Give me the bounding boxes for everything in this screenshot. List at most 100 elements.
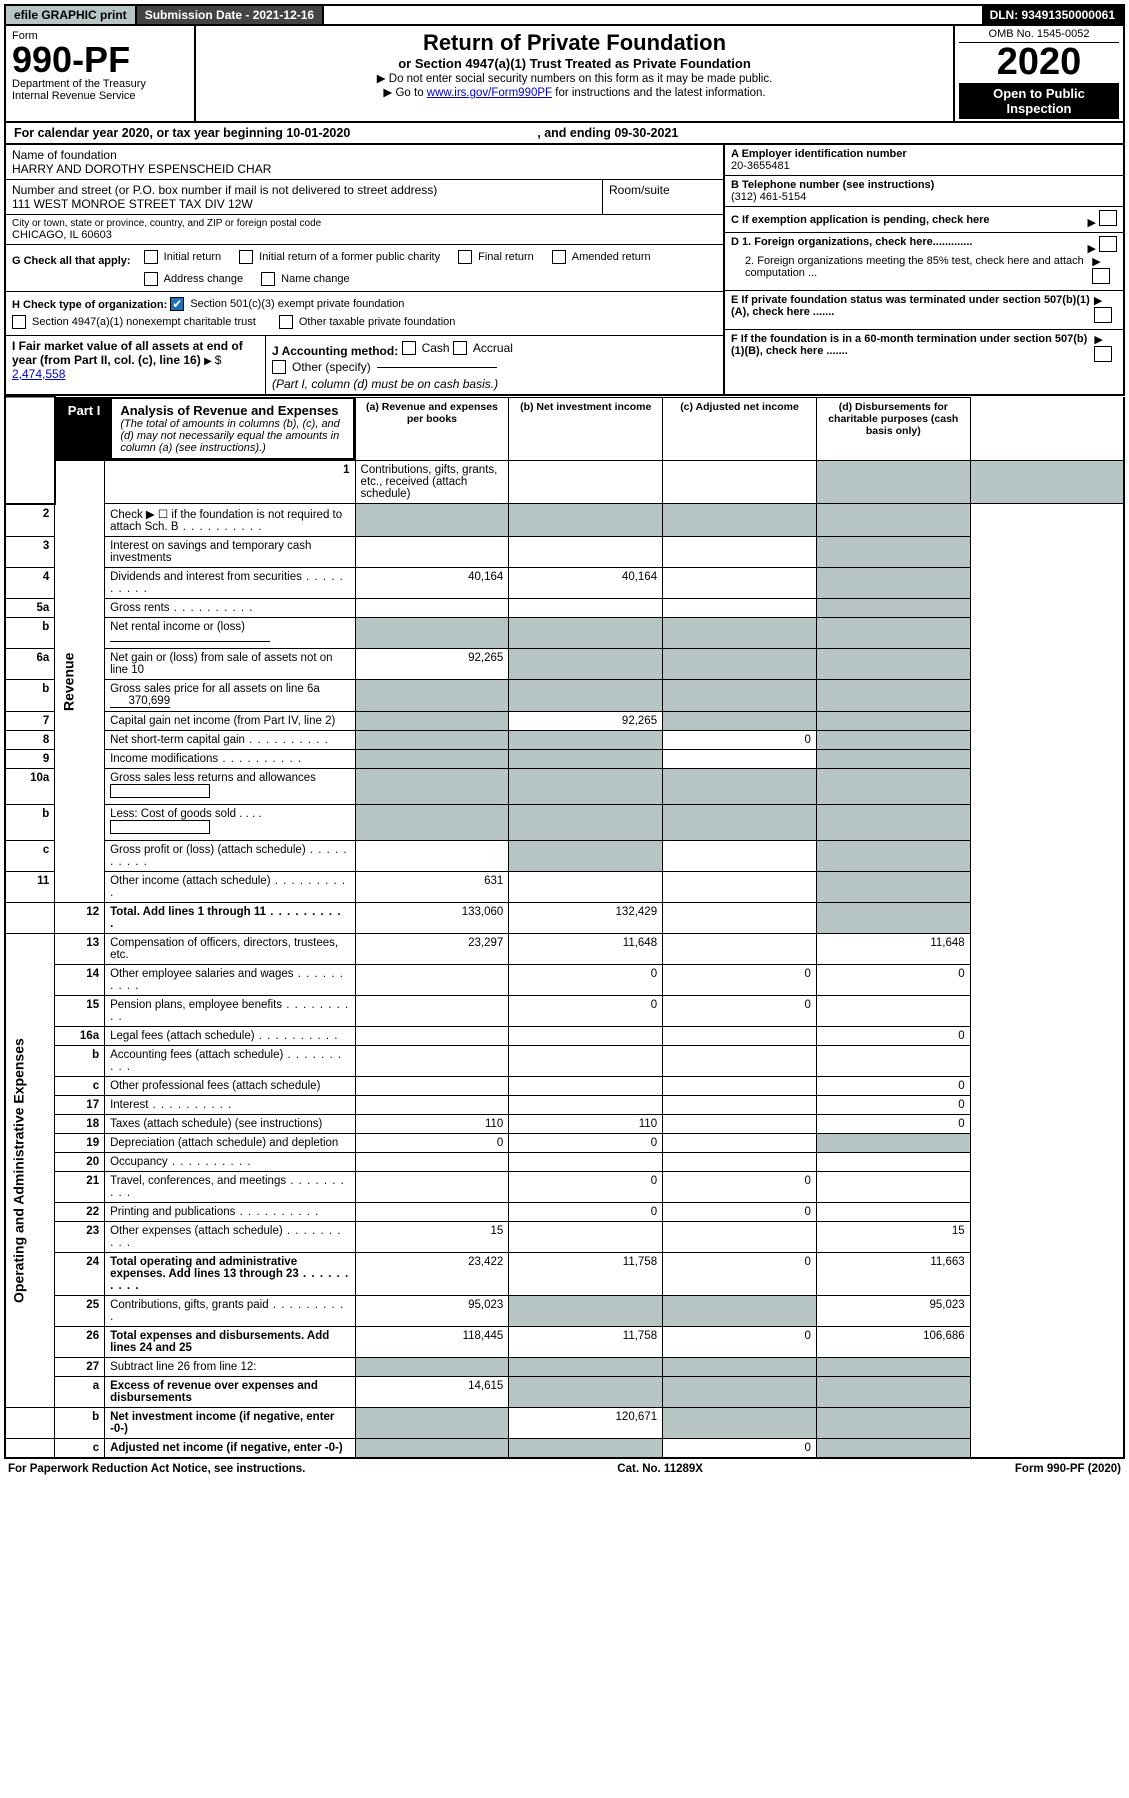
box-i-j: I Fair market value of all assets at end… (6, 336, 723, 394)
row-10c: cGross profit or (loss) (attach schedule… (5, 841, 1124, 872)
submission-date: Submission Date - 2021-12-16 (137, 6, 324, 24)
dln: DLN: 93491350000061 (982, 6, 1123, 24)
row-20: 20Occupancy (5, 1153, 1124, 1172)
street-address: 111 WEST MONROE STREET TAX DIV 12W (12, 197, 596, 211)
e-checkbox[interactable] (1094, 307, 1112, 323)
footer-left: For Paperwork Reduction Act Notice, see … (8, 1463, 305, 1475)
row-16b: bAccounting fees (attach schedule) (5, 1046, 1124, 1077)
dept-treasury: Department of the Treasury (12, 78, 188, 90)
row-21: 21Travel, conferences, and meetings00 (5, 1172, 1124, 1203)
row-11: 11Other income (attach schedule)631 (5, 872, 1124, 903)
tel-label: B Telephone number (see instructions) (731, 179, 1117, 191)
city-state-zip: CHICAGO, IL 60603 (12, 229, 717, 241)
col-b-hdr: (b) Net investment income (509, 397, 663, 461)
h-501c3[interactable]: Section 501(c)(3) exempt private foundat… (170, 295, 404, 313)
row-19: 19Depreciation (attach schedule) and dep… (5, 1134, 1124, 1153)
instr2-pre: ▶ Go to (383, 87, 426, 99)
box-h: H Check type of organization: Section 50… (6, 292, 723, 336)
g-label: G Check all that apply: (12, 255, 131, 267)
header-right: OMB No. 1545-0052 2020 Open to Public In… (953, 26, 1123, 121)
calendar-year-row: For calendar year 2020, or tax year begi… (4, 123, 1125, 145)
g-amended-return[interactable]: Amended return (552, 248, 651, 266)
form-title: Return of Private Foundation (204, 30, 945, 56)
row-18: 18Taxes (attach schedule) (see instructi… (5, 1115, 1124, 1134)
foundation-name: HARRY AND DOROTHY ESPENSCHEID CHAR (12, 162, 717, 176)
d1-checkbox[interactable] (1099, 236, 1117, 252)
ein-label: A Employer identification number (731, 148, 1117, 160)
name-label: Name of foundation (12, 148, 717, 162)
row-8: 8Net short-term capital gain0 (5, 731, 1124, 750)
instr-ssn: ▶ Do not enter social security numbers o… (204, 71, 945, 85)
row-24: 24Total operating and administrative exp… (5, 1253, 1124, 1296)
row-12: 12Total. Add lines 1 through 11133,06013… (5, 903, 1124, 934)
col-d-hdr: (d) Disbursements for charitable purpose… (816, 397, 970, 461)
ein-value: 20-3655481 (731, 160, 1117, 172)
top-bar: efile GRAPHIC print Submission Date - 20… (4, 4, 1125, 26)
form-number: 990-PF (12, 42, 188, 78)
part1-desc: Analysis of Revenue and Expenses (The to… (112, 397, 354, 460)
row-16c: cOther professional fees (attach schedul… (5, 1077, 1124, 1096)
part1-table: Part I Analysis of Revenue and Expenses … (4, 396, 1125, 1459)
d2-checkbox[interactable] (1092, 268, 1110, 284)
info-right: A Employer identification number 20-3655… (723, 145, 1123, 394)
cal-text-b: , and ending (537, 126, 614, 140)
j-cash[interactable]: Cash (402, 339, 450, 357)
cal-end: 09-30-2021 (614, 126, 678, 140)
form-subtitle: or Section 4947(a)(1) Trust Treated as P… (204, 56, 945, 71)
irs-label: Internal Revenue Service (12, 90, 188, 102)
row-6a: 6aNet gain or (loss) from sale of assets… (5, 649, 1124, 680)
row-1: Revenue 1Contributions, gifts, grants, e… (5, 461, 1124, 504)
g-initial-return[interactable]: Initial return (144, 248, 221, 266)
footer-right: Form 990-PF (2020) (1015, 1463, 1121, 1475)
g-name-change[interactable]: Name change (261, 270, 350, 288)
row-10a: 10aGross sales less returns and allowanc… (5, 769, 1124, 805)
page-footer: For Paperwork Reduction Act Notice, see … (4, 1459, 1125, 1475)
row-10b: bLess: Cost of goods sold . . . . (5, 805, 1124, 841)
row-27c: cAdjusted net income (if negative, enter… (5, 1439, 1124, 1459)
j-label: J Accounting method: (272, 344, 398, 358)
header-center: Return of Private Foundation or Section … (196, 26, 953, 121)
info-left: Name of foundation HARRY AND DOROTHY ESP… (6, 145, 723, 394)
j-note: (Part I, column (d) must be on cash basi… (272, 377, 498, 391)
d2-label: 2. Foreign organizations meeting the 85%… (731, 255, 1092, 287)
tel-value: (312) 461-5154 (731, 191, 1117, 203)
instr2-post: for instructions and the latest informat… (555, 87, 765, 99)
e-label: E If private foundation status was termi… (731, 294, 1094, 326)
h-label: H Check type of organization: (12, 299, 167, 311)
row-2: 2Check ▶ ☐ if the foundation is not requ… (5, 504, 1124, 537)
c-label: C If exemption application is pending, c… (731, 214, 990, 226)
efile-print-button[interactable]: efile GRAPHIC print (6, 6, 137, 24)
cal-begin: 10-01-2020 (286, 126, 350, 140)
revenue-side-label: Revenue (55, 461, 105, 903)
addr-label: Number and street (or P.O. box number if… (12, 183, 596, 197)
c-checkbox[interactable] (1099, 210, 1117, 226)
g-initial-former[interactable]: Initial return of a former public charit… (239, 248, 440, 266)
footer-mid: Cat. No. 11289X (617, 1463, 703, 1475)
row-25: 25Contributions, gifts, grants paid95,02… (5, 1296, 1124, 1327)
row-9: 9Income modifications (5, 750, 1124, 769)
header-left: Form 990-PF Department of the Treasury I… (6, 26, 196, 121)
j-other[interactable]: Other (specify) (272, 358, 497, 376)
f-checkbox[interactable] (1094, 346, 1112, 362)
j-accrual[interactable]: Accrual (453, 339, 513, 357)
d1-label: D 1. Foreign organizations, check here..… (731, 236, 972, 255)
g-address-change[interactable]: Address change (144, 270, 244, 288)
row-14: 14Other employee salaries and wages000 (5, 965, 1124, 996)
form990pf-link[interactable]: www.irs.gov/Form990PF (427, 87, 552, 99)
row-26: 26Total expenses and disbursements. Add … (5, 1327, 1124, 1358)
open-inspection: Open to Public Inspection (959, 83, 1119, 119)
row-27: 27Subtract line 26 from line 12: (5, 1358, 1124, 1377)
g-final-return[interactable]: Final return (458, 248, 534, 266)
row-13: Operating and Administrative Expenses 13… (5, 934, 1124, 965)
room-label: Room/suite (609, 183, 717, 197)
row-6b: bGross sales price for all assets on lin… (5, 680, 1124, 712)
h-4947a1[interactable]: Section 4947(a)(1) nonexempt charitable … (12, 313, 256, 331)
h-other-taxable[interactable]: Other taxable private foundation (279, 313, 456, 331)
info-grid: Name of foundation HARRY AND DOROTHY ESP… (4, 145, 1125, 396)
box-g: G Check all that apply: Initial return I… (6, 245, 723, 292)
fmv-link[interactable]: 2,474,558 (12, 367, 65, 381)
row-3: 3Interest on savings and temporary cash … (5, 537, 1124, 568)
row-16a: 16aLegal fees (attach schedule)0 (5, 1027, 1124, 1046)
row-23: 23Other expenses (attach schedule)1515 (5, 1222, 1124, 1253)
row-7: 7Capital gain net income (from Part IV, … (5, 712, 1124, 731)
